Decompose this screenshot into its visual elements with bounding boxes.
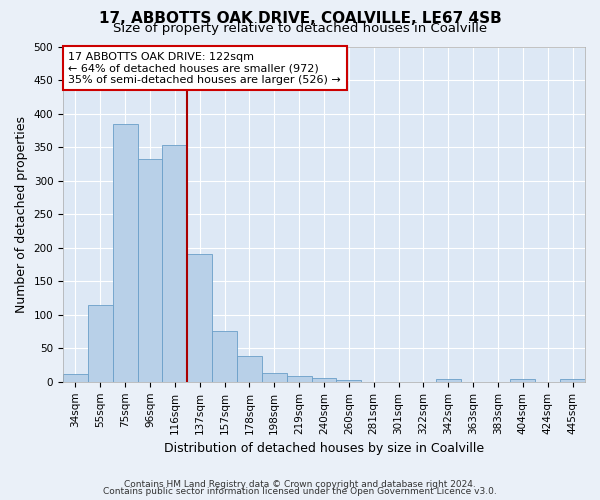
Bar xyxy=(262,373,287,382)
Text: Size of property relative to detached houses in Coalville: Size of property relative to detached ho… xyxy=(113,22,487,35)
Bar xyxy=(337,380,361,382)
Bar xyxy=(237,356,262,382)
Bar xyxy=(212,331,237,382)
Bar xyxy=(311,378,337,382)
Bar xyxy=(137,159,163,382)
Bar xyxy=(436,379,461,382)
Text: Contains public sector information licensed under the Open Government Licence v3: Contains public sector information licen… xyxy=(103,488,497,496)
Y-axis label: Number of detached properties: Number of detached properties xyxy=(15,116,28,312)
Text: 17, ABBOTTS OAK DRIVE, COALVILLE, LE67 4SB: 17, ABBOTTS OAK DRIVE, COALVILLE, LE67 4… xyxy=(98,11,502,26)
Bar xyxy=(113,124,137,382)
Bar xyxy=(187,254,212,382)
Bar xyxy=(163,145,187,382)
Bar xyxy=(88,304,113,382)
Text: Contains HM Land Registry data © Crown copyright and database right 2024.: Contains HM Land Registry data © Crown c… xyxy=(124,480,476,489)
Bar xyxy=(560,379,585,382)
Text: 17 ABBOTTS OAK DRIVE: 122sqm
← 64% of detached houses are smaller (972)
35% of s: 17 ABBOTTS OAK DRIVE: 122sqm ← 64% of de… xyxy=(68,52,341,84)
Bar xyxy=(63,374,88,382)
X-axis label: Distribution of detached houses by size in Coalville: Distribution of detached houses by size … xyxy=(164,442,484,455)
Bar xyxy=(287,376,311,382)
Bar xyxy=(511,379,535,382)
